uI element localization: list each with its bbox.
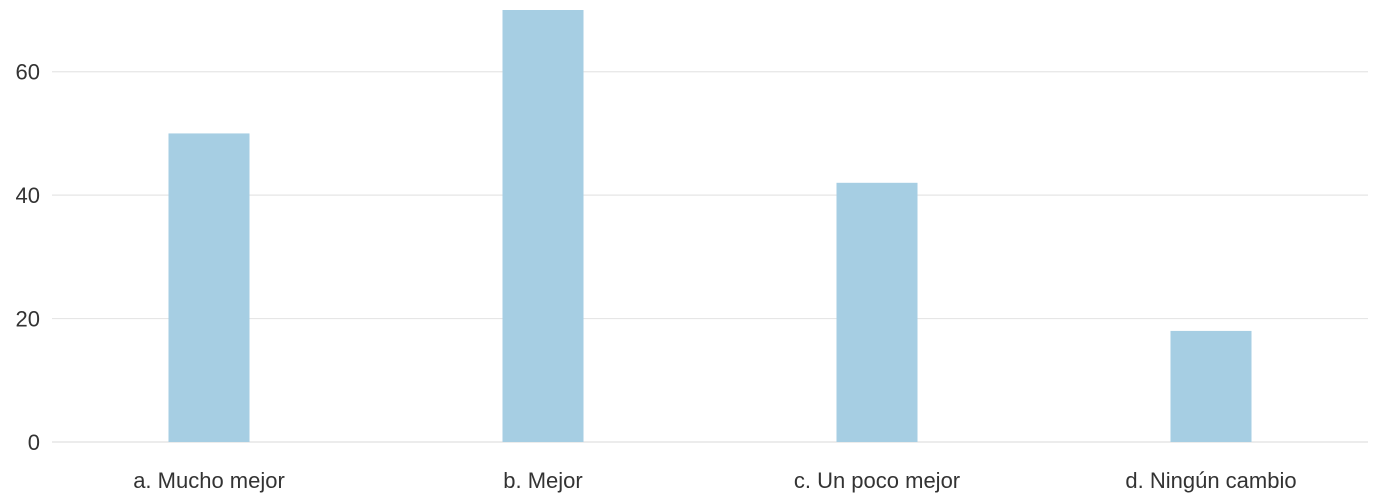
x-tick-label: d. Ningún cambio (1125, 468, 1296, 493)
bars (168, 10, 1252, 443)
bar-3 (836, 182, 918, 443)
y-axis: 0 20 40 60 (16, 60, 40, 455)
x-tick-label: b. Mejor (503, 468, 582, 493)
bar-2 (502, 10, 584, 442)
y-tick-label: 20 (16, 307, 40, 332)
x-tick-label: c. Un poco mejor (794, 468, 960, 493)
bar-4 (1170, 330, 1252, 442)
x-tick-label: a. Mucho mejor (133, 468, 285, 493)
x-axis: a. Mucho mejor b. Mejor c. Un poco mejor d.… (133, 468, 1296, 493)
y-tick-label: 60 (16, 60, 40, 85)
grid-layer (52, 71, 1368, 443)
y-tick-label: 0 (28, 430, 40, 455)
y-tick-label: 40 (16, 183, 40, 208)
bar-1 (168, 133, 250, 442)
